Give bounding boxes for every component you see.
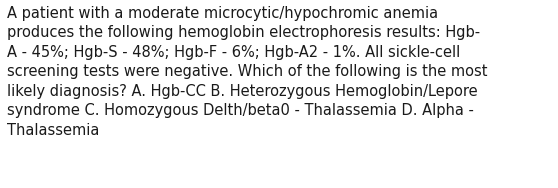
Text: A patient with a moderate microcytic/hypochromic anemia
produces the following h: A patient with a moderate microcytic/hyp… [7,6,488,138]
